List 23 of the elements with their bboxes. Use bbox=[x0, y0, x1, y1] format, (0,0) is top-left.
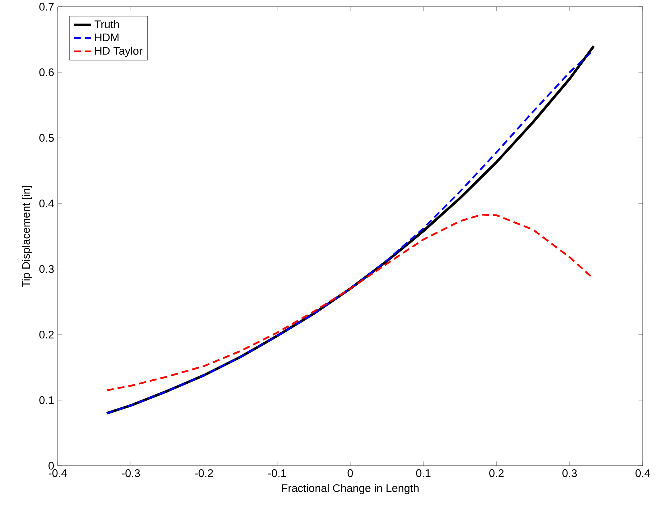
x-tick-label: -0.3 bbox=[122, 470, 140, 478]
line-series bbox=[106, 214, 595, 392]
x-tick-label: 0.2 bbox=[490, 470, 504, 478]
y-tick-label: 0.4 bbox=[40, 200, 54, 208]
y-tick-label: 0.7 bbox=[40, 3, 54, 11]
y-tick-label: 0.3 bbox=[40, 265, 54, 274]
legend-label: HDM bbox=[95, 34, 119, 42]
y-tick-label: 0.2 bbox=[40, 330, 54, 339]
y-axis-title: Tip Displacement [in] bbox=[22, 186, 32, 288]
x-tick-label: 0 bbox=[348, 470, 354, 478]
x-tick-label: 0.3 bbox=[562, 470, 578, 478]
x-tick-label: 0.4 bbox=[636, 470, 650, 478]
x-tick-label: 0.1 bbox=[416, 470, 431, 478]
x-tick-label: -0.2 bbox=[195, 470, 214, 478]
x-tick-label: -0.4 bbox=[49, 470, 68, 478]
y-tick-label: 0.6 bbox=[40, 68, 54, 76]
x-axis-title: Fractional Change in Length bbox=[282, 484, 419, 494]
y-tick-label: 0 bbox=[48, 462, 54, 470]
x-tick-label: -0.1 bbox=[268, 470, 286, 478]
legend-label: Truth bbox=[94, 20, 120, 28]
y-tick-label: 0.5 bbox=[40, 134, 54, 142]
legend-label: HD Taylor bbox=[95, 46, 143, 58]
y-tick-label: 0.1 bbox=[40, 396, 54, 404]
